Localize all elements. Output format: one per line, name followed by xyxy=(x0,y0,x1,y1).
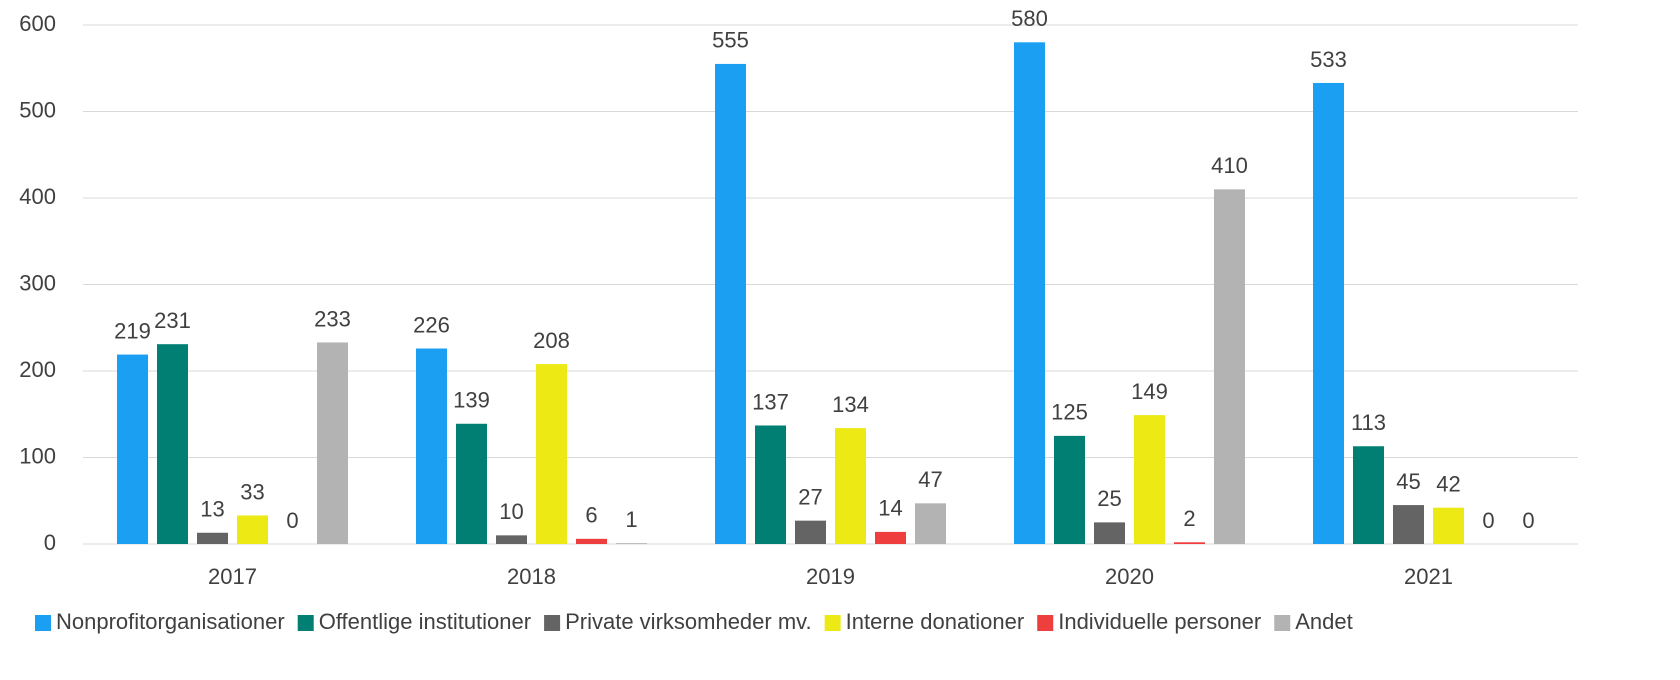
legend-label: Nonprofitorganisationer xyxy=(56,609,285,634)
data-label: 27 xyxy=(798,484,822,509)
data-label: 208 xyxy=(533,328,570,353)
bar xyxy=(237,515,268,544)
bar xyxy=(496,535,527,544)
data-label: 139 xyxy=(453,388,490,413)
bar xyxy=(1054,435,1085,544)
bar xyxy=(715,63,746,545)
x-tick-label: 2017 xyxy=(208,564,257,589)
legend-swatch xyxy=(544,615,561,631)
bar xyxy=(456,423,487,544)
legend-swatch xyxy=(1037,615,1054,631)
x-tick-label: 2019 xyxy=(806,564,855,589)
data-label: 113 xyxy=(1351,410,1386,435)
bar xyxy=(1094,522,1125,544)
data-label: 33 xyxy=(240,479,264,504)
y-tick-label: 400 xyxy=(19,184,56,209)
y-tick-label: 600 xyxy=(19,11,56,36)
data-label: 0 xyxy=(286,508,298,533)
legend-swatch xyxy=(1274,615,1291,631)
bar xyxy=(1134,415,1165,544)
x-tick-label: 2020 xyxy=(1105,564,1154,589)
bar xyxy=(197,532,228,544)
legend-label: Private virksomheder mv. xyxy=(565,609,812,634)
legend-swatch xyxy=(35,615,51,631)
legend-label: Andet xyxy=(1295,609,1353,634)
data-label: 555 xyxy=(712,28,749,53)
data-label: 13 xyxy=(200,497,224,522)
data-label: 410 xyxy=(1211,153,1248,178)
data-label: 0 xyxy=(1522,508,1534,533)
data-label: 25 xyxy=(1097,486,1121,511)
data-label: 533 xyxy=(1310,47,1347,72)
data-label: 6 xyxy=(585,503,597,528)
data-label: 219 xyxy=(114,318,151,343)
legend-label: Interne donationer xyxy=(846,609,1025,634)
data-label: 231 xyxy=(154,308,191,333)
data-label: 14 xyxy=(878,496,902,521)
bar xyxy=(915,503,946,544)
bar xyxy=(616,543,647,544)
bar xyxy=(117,354,148,544)
y-tick-label: 0 xyxy=(44,530,56,555)
data-label: 125 xyxy=(1051,400,1088,425)
y-tick-label: 100 xyxy=(19,443,56,468)
bar xyxy=(755,425,786,544)
legend-label: Individuelle personer xyxy=(1058,609,1261,634)
data-label: 45 xyxy=(1396,469,1420,494)
bar xyxy=(416,348,447,544)
x-tick-label: 2021 xyxy=(1404,564,1453,589)
x-tick-label: 2018 xyxy=(507,564,556,589)
y-tick-label: 500 xyxy=(19,97,56,122)
bar xyxy=(317,342,348,544)
bar xyxy=(157,344,188,544)
legend-label: Offentlige institutioner xyxy=(319,609,531,634)
bar xyxy=(875,531,906,544)
bar xyxy=(1313,82,1344,544)
bar xyxy=(536,364,567,544)
bar xyxy=(1433,507,1464,544)
bar xyxy=(1214,189,1245,544)
data-label: 1 xyxy=(625,507,637,532)
bar xyxy=(1174,542,1205,544)
data-label: 233 xyxy=(314,306,351,331)
data-label: 47 xyxy=(918,467,942,492)
bar xyxy=(1014,42,1045,545)
y-tick-label: 200 xyxy=(19,357,56,382)
legend-swatch xyxy=(297,615,314,631)
bar xyxy=(1353,446,1384,544)
data-label: 226 xyxy=(413,312,450,337)
data-label: 134 xyxy=(832,392,869,417)
data-label: 42 xyxy=(1436,471,1460,496)
y-tick-label: 300 xyxy=(19,270,56,295)
data-label: 137 xyxy=(752,389,789,414)
bar xyxy=(795,520,826,544)
bar xyxy=(1393,505,1424,544)
bar xyxy=(835,428,866,544)
data-label: 0 xyxy=(1482,508,1494,533)
bar xyxy=(576,538,607,544)
data-label: 10 xyxy=(499,499,523,524)
data-label: 149 xyxy=(1131,379,1168,404)
data-label: 2 xyxy=(1183,506,1195,531)
data-label: 580 xyxy=(1011,6,1048,31)
legend-swatch xyxy=(824,615,841,631)
